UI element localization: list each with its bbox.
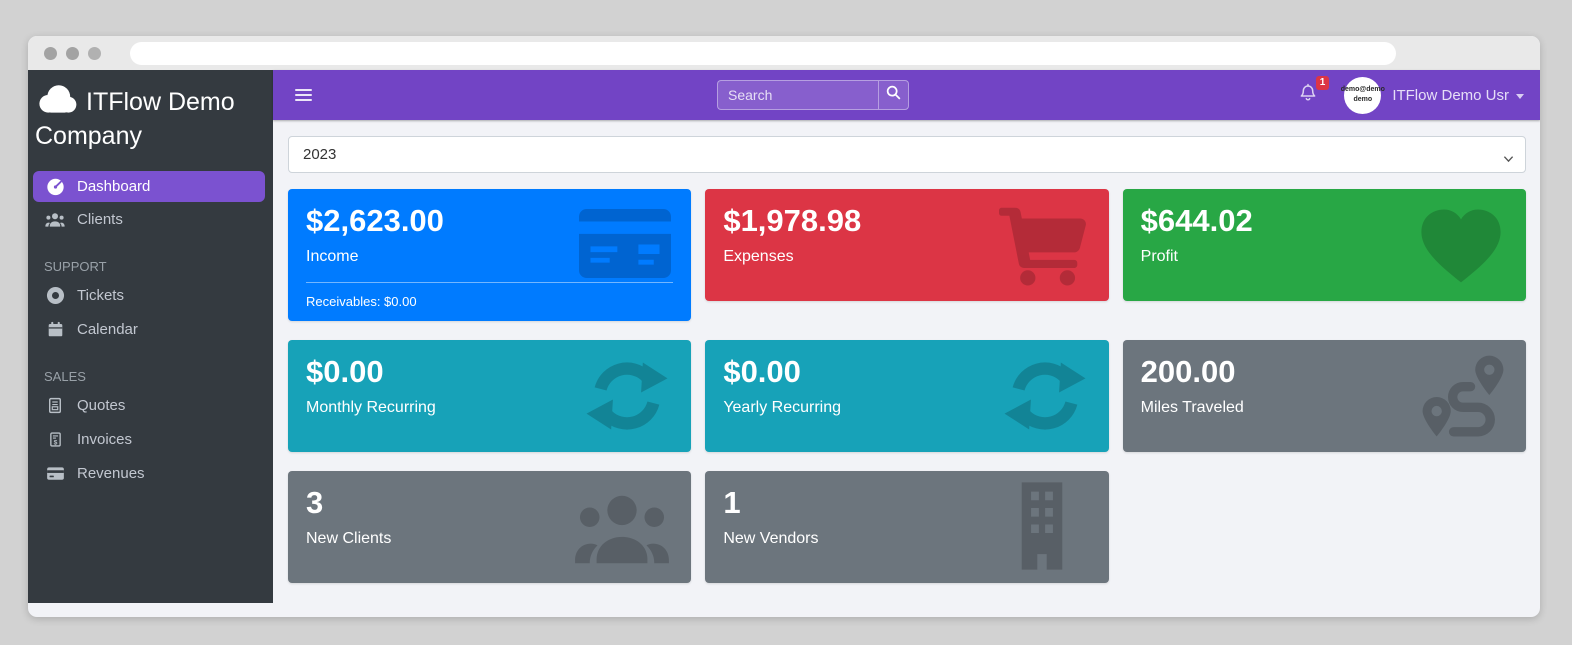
window-control-dot[interactable] <box>44 46 57 60</box>
sidebar-item-label: Calendar <box>77 320 138 338</box>
file-invoice-dollar-icon: $ <box>43 430 67 449</box>
svg-text:$: $ <box>53 439 57 446</box>
heart-icon <box>1416 205 1506 291</box>
sidebar-item-label: Quotes <box>77 396 126 414</box>
browser-chrome <box>28 36 1540 70</box>
caret-down-icon <box>1516 93 1524 99</box>
sidebar-section-sales: SALES <box>44 368 86 384</box>
file-quote-icon <box>43 396 67 415</box>
yearly-recurring-card: $0.00 Yearly Recurring <box>705 340 1109 453</box>
calendar-icon <box>43 320 67 339</box>
sidebar-item-quotes[interactable]: Quotes <box>33 390 265 421</box>
building-icon <box>1003 479 1081 578</box>
sidebar-item-label: Dashboard <box>77 177 151 195</box>
new-clients-label: New Clients <box>306 530 392 548</box>
sidebar-item-invoices[interactable]: $ Invoices <box>33 424 265 455</box>
credit-card-icon <box>579 209 672 283</box>
avatar[interactable]: demo@demo demo <box>1341 76 1385 114</box>
main-content: 2023 $2,623.00 Income Receivables: $0.00 <box>273 120 1540 603</box>
search-group <box>717 80 909 110</box>
income-label: Income <box>306 248 359 266</box>
sync-icon <box>583 352 671 445</box>
sidebar-item-dashboard[interactable]: Dashboard <box>33 170 265 202</box>
new-vendors-label: New Vendors <box>723 530 819 548</box>
brand-label: ITFlow Demo Company <box>35 88 235 150</box>
window-control-dot[interactable] <box>88 46 101 60</box>
cloud-logo-icon <box>39 85 77 113</box>
brand[interactable]: ITFlow Demo Company <box>28 70 273 160</box>
miles-traveled-value: 200.00 <box>1140 354 1236 390</box>
search-input[interactable] <box>717 80 878 110</box>
income-card: $2,623.00 Income Receivables: $0.00 <box>288 189 692 322</box>
profit-card: $644.02 Profit <box>1122 189 1526 301</box>
new-vendors-card: 1 New Vendors <box>705 471 1109 584</box>
search-button[interactable] <box>878 80 909 110</box>
sidebar-item-calendar[interactable]: Calendar <box>33 314 265 345</box>
sidebar-item-label: Clients <box>77 211 123 228</box>
expenses-label: Expenses <box>723 248 794 266</box>
expenses-value: $1,978.98 <box>723 203 862 238</box>
sidebar-section-support: SUPPORT <box>44 258 107 274</box>
sidebar: ITFlow Demo Company Dashboard Clients SU… <box>28 70 273 603</box>
user-dropdown[interactable]: ITFlow Demo Usr <box>1392 87 1524 104</box>
profit-label: Profit <box>1140 248 1178 266</box>
year-filter: 2023 <box>288 136 1526 173</box>
sidebar-item-label: Tickets <box>77 286 124 304</box>
sidebar-item-revenues[interactable]: Revenues <box>33 458 265 489</box>
monthly-recurring-label: Monthly Recurring <box>306 399 436 417</box>
bell-icon <box>1298 82 1318 108</box>
sidebar-item-clients[interactable]: Clients <box>33 205 265 235</box>
avatar-text: demo@demo <box>1340 86 1385 94</box>
sidebar-item-label: Revenues <box>77 464 145 482</box>
sidebar-item-tickets[interactable]: Tickets <box>33 280 265 311</box>
url-bar[interactable] <box>130 41 1396 65</box>
miles-traveled-card: 200.00 Miles Traveled <box>1122 340 1526 453</box>
hamburger-menu-icon[interactable] <box>295 86 312 104</box>
yearly-recurring-value: $0.00 <box>723 354 801 390</box>
cards-row: 3 New Clients 1 New Vendors <box>288 471 1526 584</box>
browser-window: ITFlow Demo Company Dashboard Clients SU… <box>28 36 1540 617</box>
top-navbar: 1 demo@demo demo ITFlow Demo Usr <box>273 70 1540 120</box>
notification-badge: 1 <box>1315 76 1330 90</box>
life-ring-icon <box>43 286 67 305</box>
cards-row: $2,623.00 Income Receivables: $0.00 $1,9… <box>288 189 1526 322</box>
navbar-right: 1 demo@demo demo ITFlow Demo Usr <box>1298 76 1540 114</box>
sidebar-item-label: Invoices <box>77 430 133 448</box>
users-icon <box>43 211 67 229</box>
new-vendors-value: 1 <box>723 485 741 521</box>
new-clients-value: 3 <box>306 485 324 521</box>
credit-card-icon <box>43 464 67 483</box>
shopping-cart-icon <box>998 205 1089 291</box>
year-select[interactable]: 2023 <box>288 136 1526 173</box>
expenses-card: $1,978.98 Expenses <box>705 189 1109 301</box>
search-icon <box>886 85 901 105</box>
income-value: $2,623.00 <box>306 203 444 238</box>
users-icon <box>573 485 671 578</box>
monthly-recurring-card: $0.00 Monthly Recurring <box>288 340 692 453</box>
window-control-dot[interactable] <box>66 46 79 60</box>
new-clients-card: 3 New Clients <box>288 471 692 584</box>
tachometer-icon <box>43 177 67 196</box>
cards-row: $0.00 Monthly Recurring $0.00 Yearly Rec… <box>288 340 1526 453</box>
yearly-recurring-label: Yearly Recurring <box>723 399 842 417</box>
monthly-recurring-value: $0.00 <box>306 354 384 390</box>
user-name: ITFlow Demo Usr <box>1392 86 1509 104</box>
profit-value: $644.02 <box>1140 203 1253 238</box>
sidebar-menu: Dashboard Clients SUPPORT Tickets <box>28 168 273 492</box>
income-receivables: Receivables: $0.00 <box>306 282 674 309</box>
app-root: ITFlow Demo Company Dashboard Clients SU… <box>28 70 1540 603</box>
notifications-button[interactable]: 1 <box>1298 76 1330 108</box>
sync-icon <box>1001 352 1089 445</box>
avatar-text: demo <box>1353 96 1373 103</box>
route-icon <box>1416 350 1510 449</box>
miles-traveled-label: Miles Traveled <box>1140 399 1244 417</box>
